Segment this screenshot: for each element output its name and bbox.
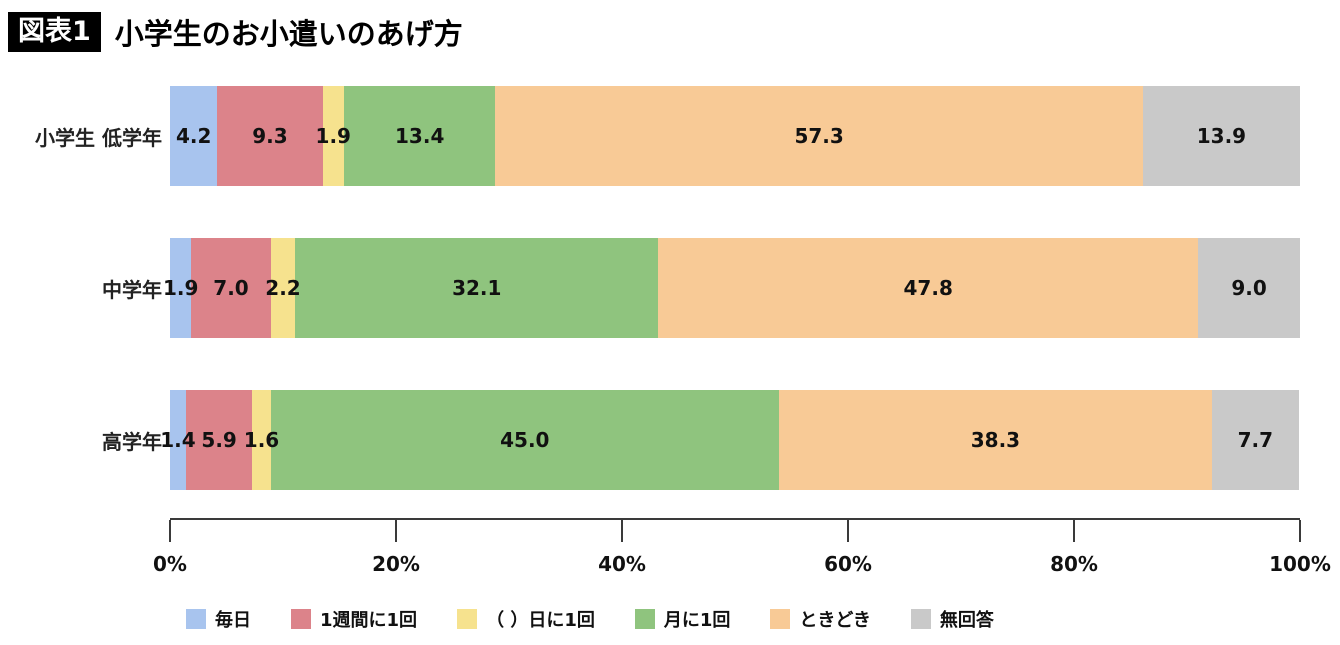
segment-value: 13.9 <box>1196 124 1247 148</box>
axis-tick-label: 0% <box>153 552 187 576</box>
bar-segment: 9.0 <box>1198 238 1300 338</box>
axis-tick-label: 20% <box>372 552 420 576</box>
stacked-bar: 1.4 5.9 1.6 45.0 38.3 7.7 <box>160 390 1300 490</box>
category-label: 中学年 <box>102 277 162 302</box>
legend-swatch <box>770 609 791 629</box>
segment-value: 1.4 <box>160 428 196 452</box>
chart-title: 小学生のお小遣いのあげ方 <box>114 17 463 51</box>
bar-row: 中学年 1.9 7.0 2.2 32.1 47.8 9.0 <box>0 238 1340 338</box>
axis-tick-label: 100% <box>1269 552 1331 576</box>
bar-segment: 2.2 <box>265 238 301 338</box>
bar-segment: 32.1 <box>295 238 659 338</box>
segment-value: 7.0 <box>213 276 249 300</box>
legend-swatch <box>910 609 931 629</box>
segment-value: 13.4 <box>395 124 445 148</box>
segment-value: 38.3 <box>970 428 1021 452</box>
legend: 毎日 1週間に1回 （ ）日に1回 月に1回 ときどき 無回答 <box>186 606 1340 632</box>
bar-segment: 9.3 <box>217 86 323 186</box>
stacked-bar-chart: 小学生 低学年 4.2 9.3 1.9 13.4 57.3 13.9 中学年 1.9 7.0 2.2… <box>0 86 1340 632</box>
axis-tick <box>1073 520 1075 542</box>
legend-label: 毎日 <box>215 610 251 631</box>
segment-value: 32.1 <box>452 276 502 300</box>
bar-segment: 57.3 <box>495 86 1143 186</box>
legend-swatch <box>634 609 655 629</box>
segment-value: 57.3 <box>794 124 844 148</box>
axis-tick <box>847 520 849 542</box>
legend-item: （ ）日に1回 <box>457 606 595 632</box>
bar-segment: 13.4 <box>344 86 496 186</box>
bar-segment: 45.0 <box>270 390 780 490</box>
bar-segment: 5.9 <box>185 390 253 490</box>
segment-value: 2.2 <box>265 276 301 300</box>
bar-segment: 1.6 <box>244 390 279 490</box>
legend-item: 月に1回 <box>634 606 731 632</box>
legend-item: 1週間に1回 <box>291 606 417 632</box>
segment-value: 5.9 <box>201 428 237 452</box>
axis-tick <box>1299 520 1301 542</box>
category-label: 高学年 <box>102 429 162 454</box>
bar-row: 高学年 1.4 5.9 1.6 45.0 38.3 7.7 <box>0 390 1340 490</box>
figure-header: 図表1 小学生のお小遣いのあげ方 <box>0 0 1340 60</box>
bar-segment: 38.3 <box>779 390 1212 490</box>
segment-value: 9.3 <box>252 124 288 148</box>
segment-value: 1.9 <box>315 124 351 148</box>
category-label: 小学生 低学年 <box>35 125 162 150</box>
legend-item: 無回答 <box>910 606 994 632</box>
stacked-bar: 1.9 7.0 2.2 32.1 47.8 9.0 <box>163 238 1300 338</box>
axis-tick-label: 40% <box>598 552 646 576</box>
legend-item: ときどき <box>770 606 871 632</box>
bar-row: 小学生 低学年 4.2 9.3 1.9 13.4 57.3 13.9 <box>0 86 1340 186</box>
bar-segment: 13.9 <box>1142 86 1300 186</box>
legend-label: 無回答 <box>939 610 994 631</box>
legend-swatch <box>186 609 206 629</box>
axis-tick <box>395 520 397 542</box>
legend-label: （ ）日に1回 <box>486 610 595 631</box>
bar-segment: 47.8 <box>658 238 1199 338</box>
bar-segment: 7.0 <box>191 238 271 338</box>
segment-value: 9.0 <box>1231 276 1267 300</box>
bar-segment: 4.2 <box>170 86 218 186</box>
legend-swatch <box>291 609 311 629</box>
legend-label: 月に1回 <box>663 610 731 631</box>
axis-tick-label: 60% <box>824 552 872 576</box>
segment-value: 4.2 <box>176 124 212 148</box>
legend-item: 毎日 <box>186 606 251 632</box>
bar-segment: 1.9 <box>163 238 198 338</box>
bar-segment: 1.9 <box>316 86 351 186</box>
legend-label: ときどき <box>799 610 871 631</box>
axis-tick <box>169 520 171 542</box>
chart-figure: 図表1 小学生のお小遣いのあげ方 小学生 低学年 4.2 9.3 1.9 13.4 57.… <box>0 0 1340 632</box>
segment-value: 45.0 <box>500 428 550 452</box>
bar-rows: 小学生 低学年 4.2 9.3 1.9 13.4 57.3 13.9 中学年 1.9 7.0 2.2… <box>0 86 1340 490</box>
legend-label: 1週間に1回 <box>320 610 418 631</box>
axis-tick <box>621 520 623 542</box>
legend-swatch <box>457 609 478 629</box>
stacked-bar: 4.2 9.3 1.9 13.4 57.3 13.9 <box>170 86 1300 186</box>
segment-value: 47.8 <box>903 276 953 300</box>
figure-badge: 図表1 <box>8 11 101 53</box>
bar-segment: 1.4 <box>160 390 196 490</box>
segment-value: 1.9 <box>163 276 199 300</box>
segment-value: 1.6 <box>243 428 280 452</box>
x-axis <box>169 518 1301 544</box>
axis-tick-label: 80% <box>1050 552 1098 576</box>
x-axis-labels: 0% 20% 40% 60% 80% 100% <box>153 550 1331 584</box>
segment-value: 7.7 <box>1237 428 1274 452</box>
bar-segment: 7.7 <box>1211 390 1299 490</box>
